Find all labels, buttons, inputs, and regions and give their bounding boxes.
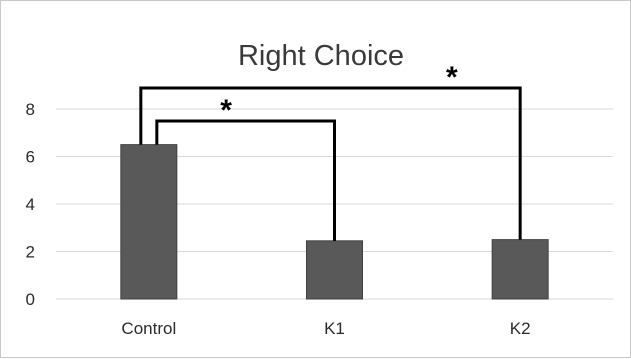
bar-k2 (491, 239, 549, 300)
significance-brackets: ** (139, 61, 522, 241)
bars (120, 144, 549, 300)
significance-bracket-control-k2 (139, 86, 522, 240)
x-axis-category-labels: Control K1 K2 (121, 319, 530, 338)
y-tick-label: 2 (26, 243, 35, 262)
bar-control (120, 144, 178, 300)
y-axis-tick-labels: 0 2 4 6 8 (26, 100, 35, 309)
bar-k1 (306, 240, 363, 300)
y-tick-label: 4 (26, 195, 35, 214)
y-tick-label: 6 (26, 148, 35, 167)
x-category-label: K2 (510, 319, 531, 338)
x-category-label: K1 (324, 319, 345, 338)
x-category-label: Control (121, 319, 176, 338)
y-tick-label: 8 (26, 100, 35, 119)
significance-star: * (220, 94, 232, 127)
significance-bracket-control-k1 (155, 119, 336, 241)
chart-title: Right Choice (238, 40, 404, 72)
significance-star: * (446, 61, 458, 94)
y-tick-label: 0 (26, 290, 35, 309)
